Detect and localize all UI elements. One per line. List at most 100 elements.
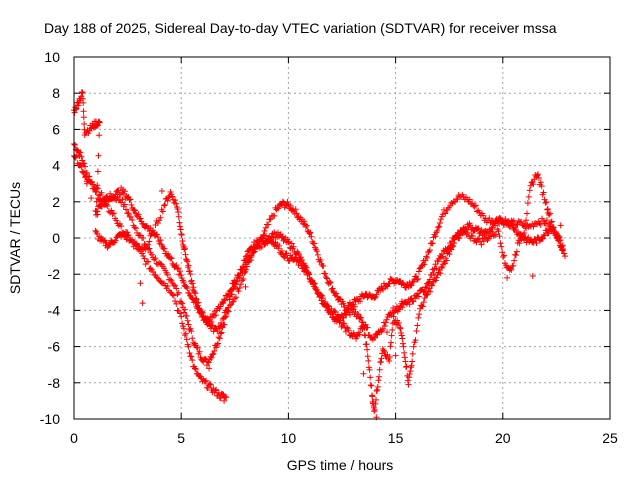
data-point-track-D: [415, 293, 422, 300]
data-point-track-C: [500, 253, 507, 260]
data-point-track-A: [188, 328, 195, 335]
data-point-track-C: [80, 108, 87, 115]
data-point-track-C: [410, 343, 417, 350]
y-tick-label: 6: [52, 121, 60, 137]
data-point-track-B: [202, 378, 209, 385]
plot-frame: [73, 56, 611, 420]
data-point-track-C: [408, 362, 415, 369]
data-point-track-D: [420, 288, 427, 295]
data-point-track-D: [137, 215, 144, 222]
data-point-track-C: [399, 340, 406, 347]
data-point-track-A: [437, 216, 444, 223]
data-point-track-A: [322, 270, 329, 277]
data-point-track-C: [401, 349, 408, 356]
data-point-track-B: [223, 394, 230, 401]
y-tick-label: 0: [52, 230, 60, 246]
data-point-track-D: [430, 270, 437, 277]
data-point-track-D: [192, 299, 199, 306]
data-point-track-C: [437, 270, 444, 277]
data-point-track-C: [93, 198, 100, 205]
data-point-track-C: [535, 175, 542, 182]
data-point-track-C: [224, 307, 231, 314]
data-point-track-D: [539, 236, 546, 243]
data-point-track-B: [182, 330, 189, 337]
data-point-outliers: [557, 222, 564, 229]
data-point-track-D: [317, 293, 324, 300]
data-point-track-A: [518, 218, 525, 225]
data-point-track-D: [550, 225, 557, 232]
data-point-track-D: [281, 254, 288, 261]
data-point-track-A: [415, 268, 422, 275]
data-point-track-C: [354, 332, 361, 339]
data-point-track-D: [183, 283, 190, 290]
data-point-track-A: [81, 160, 88, 167]
data-point-track-C: [75, 102, 82, 109]
data-point-track-C: [405, 381, 412, 388]
data-point-outliers: [139, 300, 146, 307]
data-point-track-B: [188, 353, 195, 360]
data-point-track-B: [215, 389, 222, 396]
data-point-track-C: [103, 239, 110, 246]
x-tick-label: 20: [495, 430, 511, 446]
data-point-track-D: [161, 245, 168, 252]
data-point-track-A: [185, 321, 192, 328]
y-tick-label: 8: [52, 85, 60, 101]
data-point-outliers: [399, 298, 406, 305]
data-point-track-A: [471, 203, 478, 210]
data-point-track-A: [265, 221, 272, 228]
data-point-track-B: [170, 292, 177, 299]
data-point-track-A: [341, 304, 348, 311]
data-point-track-A: [78, 153, 85, 160]
data-point-track-A: [303, 222, 310, 229]
data-point-track-C: [416, 311, 423, 318]
data-point-track-C: [409, 358, 416, 365]
data-point-track-C: [367, 382, 374, 389]
data-point-track-D: [331, 307, 338, 314]
data-point-track-D: [176, 268, 183, 275]
data-point-track-C: [187, 271, 194, 278]
data-point-track-B: [212, 387, 219, 394]
data-point-track-D: [217, 303, 224, 310]
data-point-outliers: [94, 211, 101, 218]
data-point-track-C: [288, 240, 295, 247]
data-point-track-A: [287, 202, 294, 209]
data-point-track-D: [221, 296, 228, 303]
data-point-track-C: [412, 337, 419, 344]
data-point-track-A: [175, 289, 182, 296]
data-point-track-B: [179, 320, 186, 327]
data-point-track-A: [271, 212, 278, 219]
data-point-track-A: [205, 359, 212, 366]
data-point-track-C: [286, 244, 293, 251]
data-point-track-B: [140, 252, 147, 259]
data-point-track-C: [226, 296, 233, 303]
data-point-track-A: [326, 278, 333, 285]
data-point-track-D: [448, 242, 455, 249]
data-point-track-C: [218, 322, 225, 329]
data-point-track-A: [119, 196, 126, 203]
data-point-track-D: [509, 222, 516, 229]
data-point-track-D: [224, 292, 231, 299]
data-point-track-B: [186, 349, 193, 356]
data-point-track-C: [420, 299, 427, 306]
data-point-track-B: [183, 336, 190, 343]
data-point-track-A: [320, 262, 327, 269]
data-point-track-C: [376, 366, 383, 373]
data-point-track-D: [173, 262, 180, 269]
data-point-track-C: [542, 199, 549, 206]
data-point-outliers: [158, 187, 165, 194]
data-point-track-C: [174, 206, 181, 213]
data-point-track-C: [478, 241, 485, 248]
data-point-track-A: [313, 248, 320, 255]
data-point-track-C: [521, 229, 528, 236]
data-point-track-A: [178, 299, 185, 306]
data-point-track-C: [263, 232, 270, 239]
data-point-track-A: [435, 224, 442, 231]
data-point-track-C: [364, 346, 371, 353]
data-point-track-C: [441, 260, 448, 267]
data-point-track-D: [410, 298, 417, 305]
y-tick-label: 2: [52, 194, 60, 210]
data-point-track-C: [513, 248, 520, 255]
data-point-track-C: [191, 289, 198, 296]
